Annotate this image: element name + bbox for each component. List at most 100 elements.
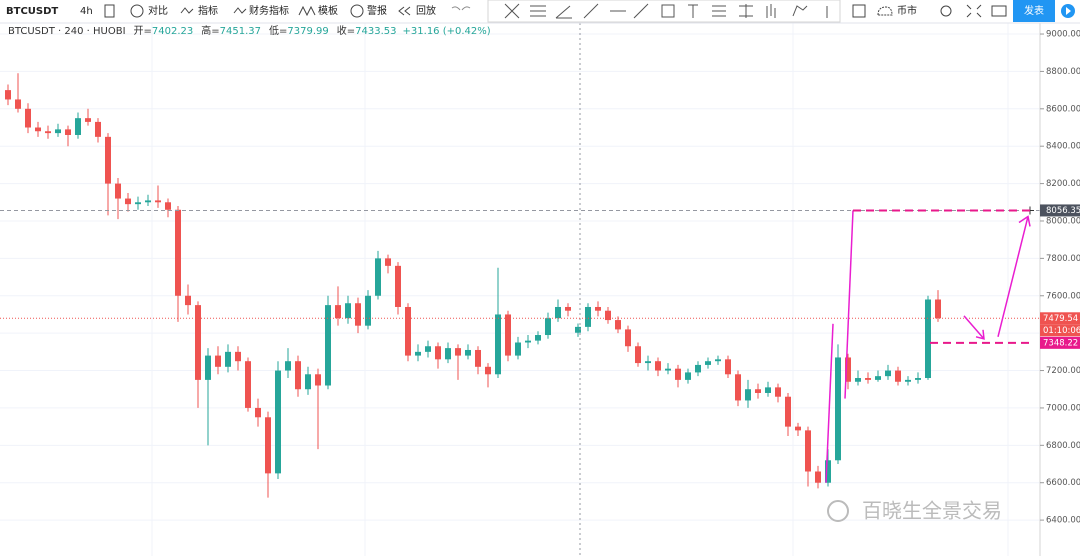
candle-body bbox=[55, 129, 61, 134]
y-tick-label: 8600.00 bbox=[1046, 104, 1080, 114]
candle-body bbox=[135, 202, 141, 205]
series-legend: BTCUSDT · 240 · HUOBI 开=7402.23 高=7451.37 低… bbox=[8, 24, 491, 37]
trend-line bbox=[844, 210, 854, 399]
indicator-icon[interactable] bbox=[180, 7, 194, 14]
candle-body bbox=[695, 364, 701, 373]
tool[interactable] bbox=[530, 5, 546, 17]
candle-body bbox=[585, 306, 591, 327]
candle-body bbox=[905, 379, 911, 382]
candle-body bbox=[775, 387, 781, 397]
publish[interactable]: 发表 bbox=[1024, 4, 1044, 17]
cloud-icon[interactable] bbox=[877, 6, 893, 16]
publish-button[interactable] bbox=[1013, 0, 1055, 22]
candle-body bbox=[215, 355, 221, 367]
alerts[interactable]: 警报 bbox=[367, 4, 387, 17]
candle-body bbox=[545, 318, 551, 336]
compare[interactable]: 对比 bbox=[148, 4, 168, 17]
candle-body bbox=[625, 329, 631, 347]
candle-icon[interactable] bbox=[104, 4, 115, 18]
financials-icon[interactable] bbox=[233, 7, 247, 14]
level-box bbox=[1040, 336, 1080, 349]
snapshot-icon[interactable] bbox=[991, 5, 1007, 17]
last-price-label: 7479.54 bbox=[1043, 314, 1078, 324]
tool[interactable] bbox=[739, 4, 753, 18]
candle-body bbox=[345, 303, 351, 319]
fullscreen-icon[interactable] bbox=[966, 4, 982, 18]
candle-body bbox=[485, 366, 491, 375]
tool[interactable] bbox=[504, 3, 520, 19]
candle-body bbox=[645, 361, 651, 364]
grid bbox=[0, 33, 1040, 521]
compare-icon[interactable] bbox=[130, 4, 144, 18]
indicators[interactable]: 指标 bbox=[198, 4, 218, 17]
candle-body bbox=[925, 299, 931, 379]
candle-body bbox=[865, 378, 871, 380]
tool[interactable] bbox=[633, 3, 649, 19]
candle-body bbox=[475, 349, 481, 367]
tool[interactable] bbox=[792, 5, 808, 17]
legend-text: 7402.23 bbox=[152, 26, 193, 37]
layout-icon[interactable] bbox=[852, 4, 866, 18]
replay[interactable]: 回放 bbox=[416, 4, 436, 17]
candle-body bbox=[95, 121, 101, 137]
candle-body bbox=[15, 99, 21, 109]
tool[interactable] bbox=[688, 4, 698, 18]
tool[interactable] bbox=[766, 4, 776, 18]
candle-body bbox=[745, 389, 751, 401]
y-tick-label: 8800.00 bbox=[1046, 67, 1080, 77]
tool[interactable] bbox=[583, 3, 599, 19]
candle-body bbox=[875, 376, 881, 380]
candle-body bbox=[395, 265, 401, 307]
tool[interactable] bbox=[555, 5, 572, 19]
replay-icon[interactable] bbox=[398, 6, 411, 16]
candle-body bbox=[755, 389, 761, 393]
candle-body bbox=[155, 200, 161, 203]
legend-text: 收= bbox=[337, 24, 355, 37]
candle-body bbox=[615, 320, 621, 330]
candle-body bbox=[915, 378, 921, 380]
y-tick-label: 7600.00 bbox=[1046, 291, 1080, 301]
legend-text: 7433.53 bbox=[355, 26, 396, 37]
countdown-label: 01:10:06 bbox=[1043, 326, 1080, 336]
undo-redo[interactable] bbox=[451, 6, 471, 11]
y-tick-label: 8000.00 bbox=[1046, 216, 1080, 226]
candle-body bbox=[575, 326, 581, 333]
candle-body bbox=[105, 136, 111, 184]
candle-body bbox=[335, 305, 341, 319]
y-tick-label: 6400.00 bbox=[1046, 516, 1080, 526]
y-tick-label: 7800.00 bbox=[1046, 254, 1080, 264]
candle-body bbox=[305, 374, 311, 390]
candle-body bbox=[295, 361, 301, 390]
financials[interactable]: 财务指标 bbox=[249, 4, 289, 17]
crosshair-label: 8056.35 bbox=[1046, 206, 1080, 216]
candle-body bbox=[715, 359, 721, 362]
market[interactable]: 币市 bbox=[897, 4, 917, 17]
legend-text: BTCUSDT · 240 · HUOBI bbox=[8, 26, 126, 37]
candle-body bbox=[195, 305, 201, 380]
symbol[interactable]: BTCUSDT bbox=[6, 6, 58, 17]
drawing-tools bbox=[504, 3, 828, 19]
candle-body bbox=[455, 348, 461, 356]
alert-icon[interactable] bbox=[350, 4, 364, 18]
candle-body bbox=[535, 335, 541, 341]
candle-body bbox=[555, 306, 561, 319]
candle-body bbox=[595, 306, 601, 311]
candle-body bbox=[415, 351, 421, 356]
candle-body bbox=[565, 306, 571, 311]
candle-body bbox=[845, 357, 851, 382]
tool[interactable] bbox=[712, 5, 726, 17]
y-tick-label: 9000.00 bbox=[1046, 30, 1080, 40]
template-icon[interactable] bbox=[298, 5, 316, 17]
settings-icon[interactable] bbox=[940, 5, 952, 17]
arrow bbox=[997, 215, 1031, 338]
candle-body bbox=[725, 359, 731, 375]
candle-body bbox=[85, 118, 91, 122]
interval[interactable]: 4h bbox=[80, 6, 93, 17]
candle-body bbox=[505, 314, 511, 356]
candle-body bbox=[435, 346, 441, 360]
candle-body bbox=[815, 471, 821, 483]
candle-body bbox=[35, 127, 41, 132]
tool[interactable] bbox=[661, 4, 675, 18]
templates[interactable]: 模板 bbox=[318, 4, 338, 17]
